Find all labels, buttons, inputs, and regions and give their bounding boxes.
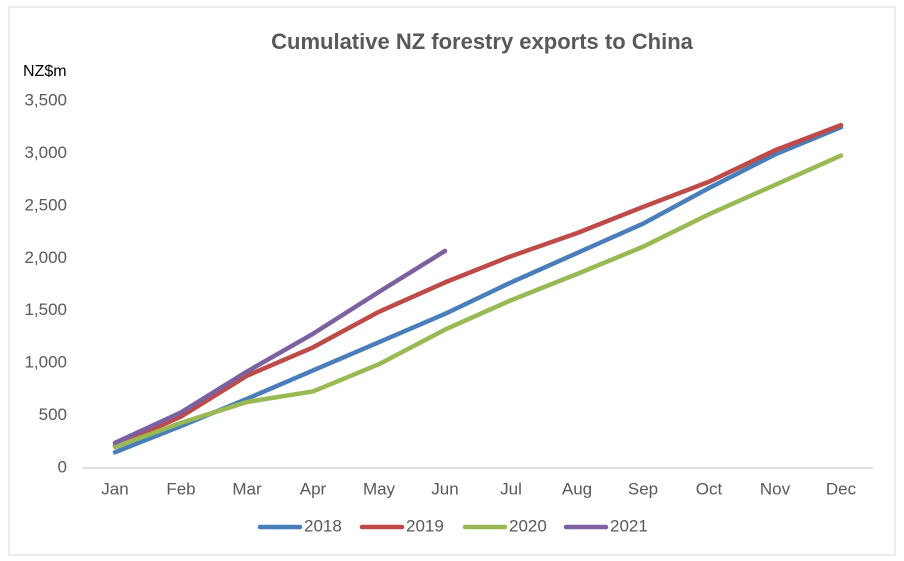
x-tick-label: May <box>363 479 396 498</box>
chart-title: Cumulative NZ forestry exports to China <box>271 29 694 54</box>
x-tick-label: Oct <box>696 479 723 498</box>
legend-label: 2021 <box>610 516 648 535</box>
x-tick-label: Mar <box>232 479 262 498</box>
y-tick-label: 500 <box>39 405 67 424</box>
x-tick-label: Aug <box>562 479 592 498</box>
x-tick-label: Sep <box>628 479 658 498</box>
x-tick-label: Nov <box>760 479 791 498</box>
y-tick-label: 3,000 <box>24 143 67 162</box>
y-tick-label: 1,000 <box>24 353 67 372</box>
x-tick-label: Dec <box>826 479 857 498</box>
y-tick-label: 1,500 <box>24 300 67 319</box>
x-tick-label: Jan <box>101 479 128 498</box>
y-tick-label: 3,500 <box>24 90 67 109</box>
x-tick-label: Jul <box>500 479 522 498</box>
y-tick-label: 0 <box>58 457 67 476</box>
x-tick-label: Jun <box>431 479 458 498</box>
y-axis-label: NZ$m <box>23 63 67 80</box>
legend-label: 2018 <box>304 516 342 535</box>
line-series <box>112 248 448 446</box>
y-tick-label: 2,500 <box>24 195 67 214</box>
y-tick-label: 2,000 <box>24 248 67 267</box>
x-tick-label: Feb <box>166 479 195 498</box>
line-series <box>112 122 844 449</box>
line-series <box>112 153 844 450</box>
x-tick-label: Apr <box>300 479 327 498</box>
legend-label: 2019 <box>406 516 444 535</box>
legend-label: 2020 <box>509 516 547 535</box>
